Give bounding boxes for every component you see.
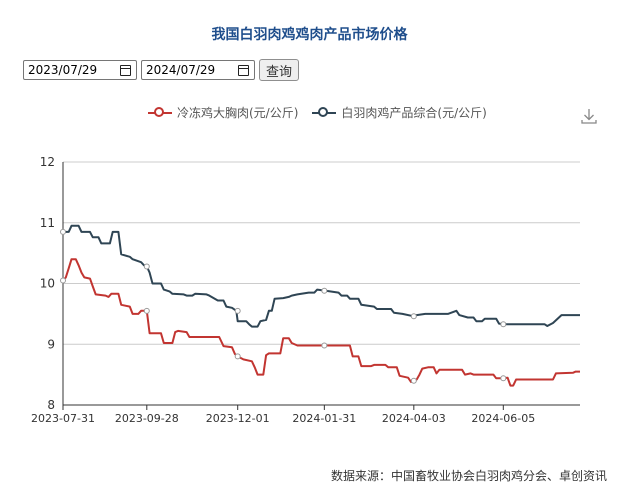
chart-grid xyxy=(63,161,580,406)
series-point-2 xyxy=(60,228,66,235)
series-point-2 xyxy=(410,313,417,320)
series-point-1 xyxy=(500,375,507,382)
query-button[interactable]: 查询 xyxy=(259,59,300,81)
series-point-1 xyxy=(410,377,417,384)
chart-axes: 8 9 10 11 12 2023-07-31 2023-09-28 2023-12-01 20… xyxy=(31,155,580,425)
x-tick-label: 2023-12-01 xyxy=(206,412,270,425)
calendar-icon[interactable] xyxy=(120,64,131,76)
y-tick-label: 12 xyxy=(40,155,55,169)
y-tick-label: 9 xyxy=(47,337,55,351)
series-point-2 xyxy=(234,307,241,314)
x-tick-label: 2024-06-05 xyxy=(471,412,535,425)
series-point-2 xyxy=(321,287,328,294)
series-line-1 xyxy=(62,258,580,387)
series-point-1 xyxy=(321,342,328,349)
end-date-input[interactable]: 2024/07/29 xyxy=(141,60,255,80)
series-point-2 xyxy=(500,321,507,328)
legend-marker-composite xyxy=(312,106,337,120)
download-icon[interactable] xyxy=(580,107,598,125)
x-tick-label: 2023-07-31 xyxy=(31,412,95,425)
series-line-2 xyxy=(63,224,580,328)
series-point-1 xyxy=(234,353,241,360)
y-tick-label: 8 xyxy=(47,398,55,412)
legend-label-breast-meat: 冷冻鸡大胸肉(元/公斤) xyxy=(177,106,299,120)
series-point-2 xyxy=(143,263,150,270)
start-date-input[interactable]: 2023/07/29 xyxy=(23,60,137,80)
chart-series xyxy=(60,224,580,387)
x-tick-label: 2024-01-31 xyxy=(292,412,356,425)
series-point-1 xyxy=(60,277,66,284)
legend-label-composite: 白羽肉鸡产品综合(元/公斤) xyxy=(341,106,487,120)
chart-legend: 冷冻鸡大胸肉(元/公斤) 白羽肉鸡产品综合(元/公斤) xyxy=(148,104,487,121)
x-tick-label: 2024-04-03 xyxy=(382,412,446,425)
x-tick-label: 2023-09-28 xyxy=(115,412,179,425)
page-title: 我国白羽肉鸡鸡肉产品市场价格 xyxy=(211,27,408,43)
price-line-chart: 8 9 10 11 12 2023-07-31 2023-09-28 2023-12-01 20… xyxy=(31,155,580,425)
calendar-icon[interactable] xyxy=(238,64,249,76)
date-range-controls: 2023/07/29 2024/07/29 查询 xyxy=(23,59,300,81)
data-source-note: 数据来源：中国畜牧业协会白羽肉鸡分会、卓创资讯 xyxy=(330,469,607,483)
y-tick-label: 10 xyxy=(40,277,55,291)
legend-item-composite[interactable]: 白羽肉鸡产品综合(元/公斤) xyxy=(312,104,487,121)
series-point-1 xyxy=(143,307,150,314)
legend-item-breast-meat[interactable]: 冷冻鸡大胸肉(元/公斤) xyxy=(148,104,298,121)
y-tick-label: 11 xyxy=(40,216,55,230)
legend-marker-breast-meat xyxy=(148,106,172,120)
start-date-value: 2023/07/29 xyxy=(28,63,98,77)
end-date-value: 2024/07/29 xyxy=(146,63,216,77)
